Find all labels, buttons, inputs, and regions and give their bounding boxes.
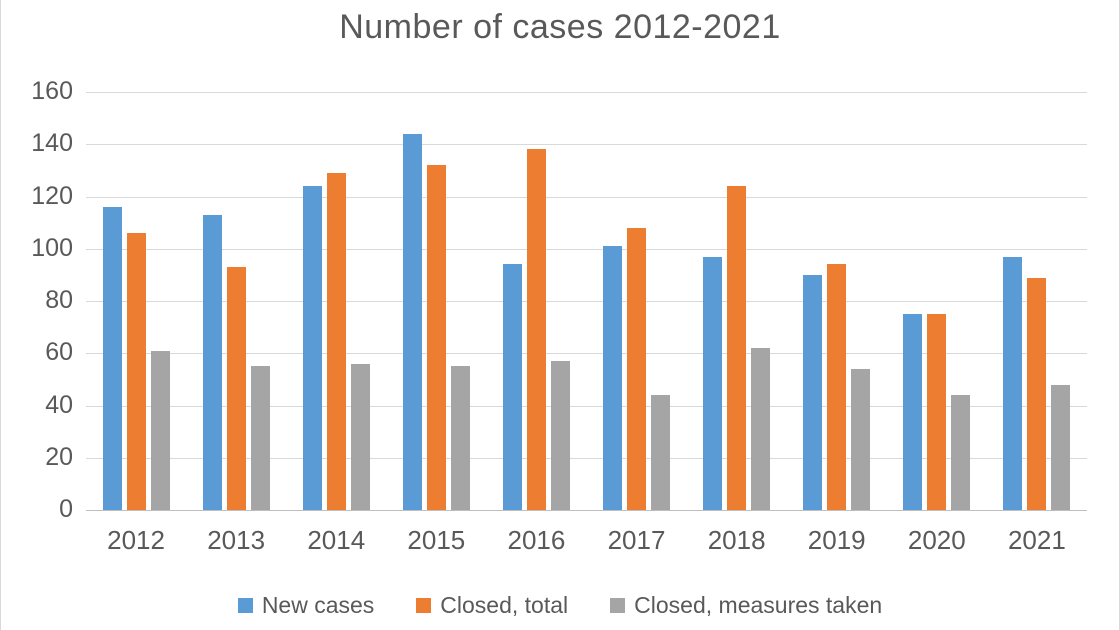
bar-new-cases-2019: [803, 274, 823, 510]
legend-item-closed-measures-taken: Closed, measures taken: [610, 592, 882, 619]
x-category-label-2015: 2015: [407, 525, 466, 555]
bar-closed-total-2016: [526, 149, 546, 510]
bar-closed-measures-taken-2014: [350, 363, 370, 510]
legend-item-new-cases: New cases: [237, 592, 375, 619]
bar-closed-measures-taken-2012: [150, 350, 170, 510]
plot-area: [86, 92, 1087, 511]
bar-new-cases-2017: [603, 246, 623, 510]
bar-closed-measures-taken-2016: [550, 361, 570, 510]
bar-closed-total-2013: [226, 267, 246, 510]
gridline: [86, 248, 1087, 250]
bar-group-2016: [486, 92, 586, 510]
x-category-label-2016: 2016: [507, 525, 566, 555]
gridline: [86, 457, 1087, 459]
bar-group-2015: [386, 92, 486, 510]
y-tick-label-160: 160: [31, 76, 73, 105]
bar-group-2020: [887, 92, 987, 510]
legend-swatch-icon: [237, 598, 253, 613]
bar-new-cases-2013: [202, 214, 222, 510]
y-tick-label-100: 100: [31, 233, 73, 262]
legend-swatch-icon: [416, 598, 432, 613]
bar-group-2012: [86, 92, 186, 510]
chart-title: Number of cases 2012-2021: [339, 8, 781, 46]
bar-closed-measures-taken-2017: [651, 395, 671, 510]
legend-label: Closed, total: [440, 592, 569, 618]
y-tick-label-60: 60: [45, 338, 73, 367]
bar-group-2014: [286, 92, 386, 510]
bar-new-cases-2018: [703, 256, 723, 510]
bar-group-2019: [787, 92, 887, 510]
bar-closed-total-2015: [426, 165, 446, 510]
gridline: [86, 92, 1087, 93]
y-tick-label-20: 20: [45, 442, 73, 471]
legend-swatch-icon: [610, 598, 626, 613]
legend-label: New cases: [261, 592, 375, 618]
y-tick-label-80: 80: [45, 285, 73, 314]
bar-group-2021: [987, 92, 1087, 510]
bar-closed-total-2012: [126, 233, 146, 510]
y-tick-label-140: 140: [31, 129, 73, 158]
x-category-label-2019: 2019: [807, 525, 866, 555]
bar-new-cases-2021: [1003, 256, 1023, 510]
bar-new-cases-2015: [402, 133, 422, 510]
bar-groups: [86, 92, 1087, 510]
bar-closed-total-2020: [927, 314, 947, 510]
x-axis: 2012 2013 2014 2015 2016 2017 2018 2019 2020 2021: [86, 525, 1087, 556]
bar-closed-measures-taken-2020: [951, 395, 971, 510]
legend: New cases Closed, total Closed, measures t…: [1, 592, 1119, 619]
bar-closed-measures-taken-2021: [1051, 384, 1071, 510]
bar-closed-measures-taken-2015: [450, 366, 470, 510]
x-axis-line: [86, 510, 1087, 511]
y-tick-label-120: 120: [31, 181, 73, 210]
bar-closed-total-2018: [727, 186, 747, 510]
y-tick-label-40: 40: [45, 390, 73, 419]
gridline: [86, 405, 1087, 407]
x-category-label-2012: 2012: [107, 525, 165, 555]
bar-closed-total-2021: [1027, 277, 1047, 510]
x-category-label-2020: 2020: [907, 525, 966, 555]
bar-closed-total-2017: [627, 227, 647, 510]
bar-new-cases-2020: [903, 314, 923, 510]
legend-label: Closed, measures taken: [634, 592, 883, 618]
bar-group-2013: [186, 92, 286, 510]
legend-item-closed-total: Closed, total: [416, 592, 568, 619]
bar-closed-total-2014: [326, 173, 346, 510]
x-category-label-2021: 2021: [1007, 525, 1066, 555]
x-category-label-2014: 2014: [307, 525, 366, 555]
gridline: [86, 353, 1087, 355]
gridline: [86, 144, 1087, 146]
bar-new-cases-2016: [502, 264, 522, 510]
x-category-label-2013: 2013: [207, 525, 266, 555]
y-tick-label-0: 0: [59, 494, 73, 523]
bar-closed-measures-taken-2018: [751, 348, 771, 510]
bar-closed-measures-taken-2019: [851, 368, 871, 510]
gridline: [86, 301, 1087, 302]
y-axis: 160 140 120 100 80 60 40 20 0: [1, 77, 73, 523]
bar-new-cases-2012: [102, 206, 122, 510]
bar-group-2018: [687, 92, 787, 510]
bar-closed-total-2019: [827, 264, 847, 510]
gridline: [86, 196, 1087, 198]
bar-new-cases-2014: [302, 186, 322, 510]
bar-group-2017: [586, 92, 686, 510]
bar-closed-measures-taken-2013: [250, 366, 270, 510]
x-category-label-2017: 2017: [607, 525, 666, 555]
x-category-label-2018: 2018: [707, 525, 766, 555]
